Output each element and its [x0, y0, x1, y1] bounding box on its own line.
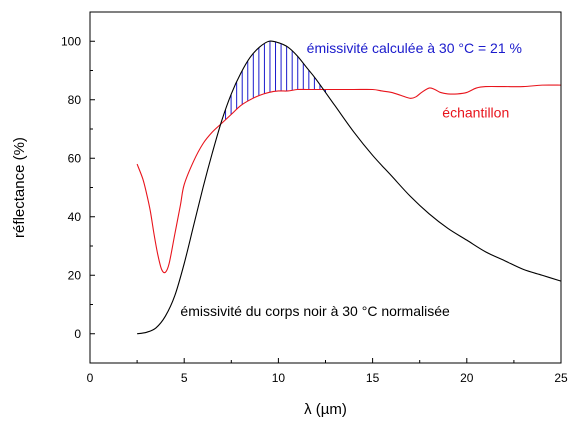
y-tick-label: 20: [68, 268, 82, 282]
series-layer: [136, 40, 562, 335]
annotation-sample: échantillon: [442, 104, 509, 120]
x-tick-label: 0: [87, 371, 94, 385]
y-axis-label: réflectance (%): [11, 137, 28, 238]
x-tick-label: 25: [554, 371, 568, 385]
annotation-emissivity: émissivité calculée à 30 °C = 21 %: [307, 40, 522, 56]
y-tick-label: 0: [74, 327, 81, 341]
series-line-blackbody: [137, 40, 562, 335]
y-axis: 0 20 40 60 80 100: [61, 34, 95, 341]
y-tick-label: 40: [68, 210, 82, 224]
hatched-emissivity-region: [219, 41, 326, 127]
x-axis: 0 5 10 15 20 25: [87, 358, 568, 385]
y-tick-label: 100: [61, 34, 81, 48]
y-tick-label: 80: [68, 93, 82, 107]
x-tick-label: 5: [181, 371, 188, 385]
x-tick-label: 20: [460, 371, 474, 385]
y-tick-label: 60: [68, 151, 82, 165]
x-axis-label: λ (µm): [304, 401, 347, 418]
x-tick-label: 15: [366, 371, 380, 385]
x-tick-label: 10: [272, 371, 286, 385]
annotation-blackbody: émissivité du corps noir à 30 °C normali…: [180, 303, 450, 319]
series-line-sample: [136, 84, 562, 274]
